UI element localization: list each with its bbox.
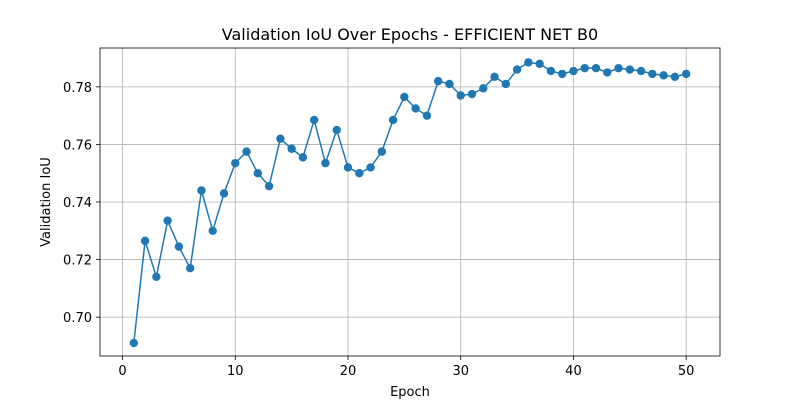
y-axis-label: Validation IoU	[39, 157, 54, 247]
data-point	[524, 58, 533, 67]
data-point	[467, 89, 477, 99]
data-point	[659, 71, 668, 80]
data-point	[546, 66, 556, 76]
data-point	[287, 144, 296, 153]
data-point	[625, 65, 635, 74]
axes	[96, 47, 721, 360]
data-point	[231, 158, 240, 168]
data-point	[535, 59, 544, 69]
data-point	[388, 115, 398, 125]
x-tick-label: 40	[565, 364, 582, 379]
data-point	[479, 84, 488, 93]
data-point	[276, 134, 285, 143]
data-point	[219, 189, 229, 198]
data-point	[433, 76, 443, 86]
data-series	[129, 58, 691, 348]
data-point	[411, 104, 420, 113]
data-point	[603, 68, 612, 77]
data-point	[242, 147, 251, 156]
data-point	[366, 163, 375, 172]
x-tick-label: 50	[678, 364, 695, 379]
data-point	[569, 66, 578, 76]
data-point	[321, 158, 330, 168]
data-point	[129, 338, 139, 348]
y-tick-label: 0.78	[63, 81, 92, 96]
tick-labels: 0 10 20 30 40 50 0.70 0.72 0.74 0.76 0.78	[63, 81, 694, 379]
data-point	[422, 111, 432, 120]
data-point	[140, 236, 150, 246]
x-tick-label: 30	[452, 364, 469, 379]
grid-lines	[100, 48, 720, 356]
data-point	[681, 69, 691, 79]
x-axis-label: Epoch	[390, 385, 430, 400]
data-point	[580, 63, 589, 73]
data-point	[445, 79, 454, 89]
data-point	[152, 272, 161, 282]
data-point	[264, 181, 274, 191]
y-tick-label: 0.74	[63, 196, 92, 211]
x-tick-label: 0	[118, 364, 126, 379]
data-point	[197, 186, 206, 195]
y-tick-label: 0.72	[63, 254, 92, 269]
data-point	[355, 169, 364, 178]
y-tick-label: 0.76	[63, 138, 92, 153]
data-point	[670, 72, 680, 81]
data-point	[253, 169, 263, 178]
x-tick-label: 10	[227, 364, 244, 379]
data-point	[490, 72, 499, 81]
y-tick-label: 0.70	[63, 311, 92, 326]
data-point	[208, 226, 217, 235]
data-point	[332, 125, 341, 135]
data-point	[512, 65, 522, 74]
x-tick-label: 20	[340, 364, 357, 379]
data-point	[400, 92, 409, 102]
data-point	[557, 69, 567, 79]
data-point	[456, 91, 465, 100]
data-point	[636, 66, 646, 76]
data-point	[591, 63, 601, 73]
data-point	[174, 242, 184, 251]
data-point	[648, 69, 657, 79]
data-point	[185, 264, 195, 273]
data-point	[501, 79, 511, 89]
data-point	[309, 115, 319, 125]
data-point	[614, 63, 623, 73]
data-point	[343, 163, 353, 172]
data-point	[298, 153, 308, 162]
data-point	[377, 147, 387, 156]
data-point	[163, 216, 172, 225]
chart-title: Validation IoU Over Epochs - EFFICIENT N…	[222, 25, 598, 44]
